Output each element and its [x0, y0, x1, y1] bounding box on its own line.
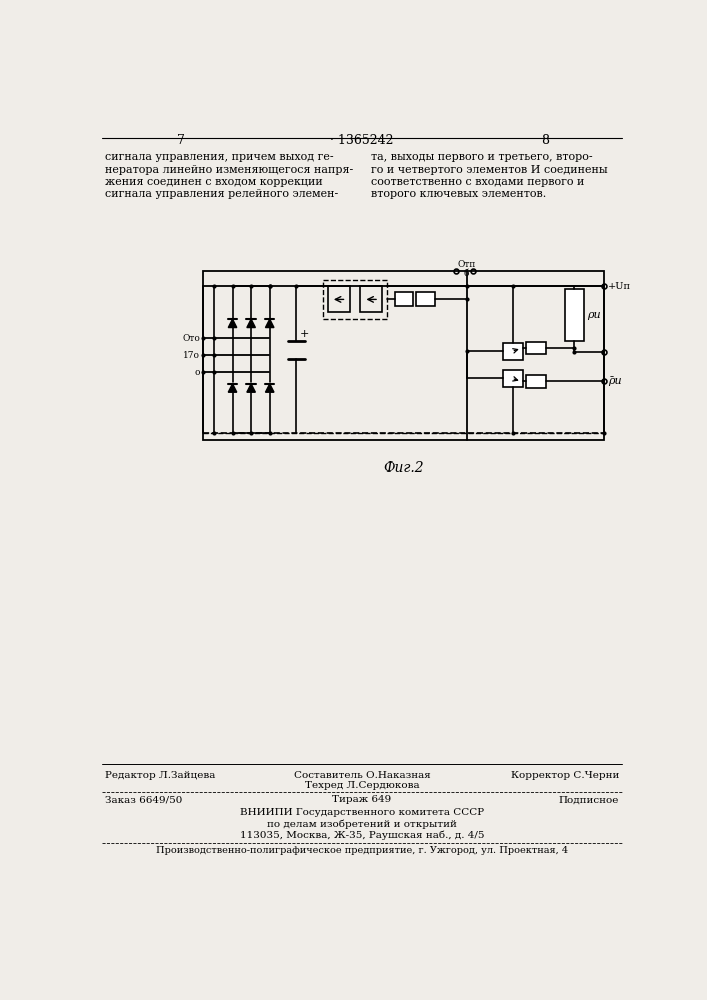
- Bar: [323, 280, 387, 319]
- Text: та, выходы первого и третьего, второ-: та, выходы первого и третьего, второ-: [371, 152, 593, 162]
- Text: второго ключевых элементов.: второго ключевых элементов.: [371, 189, 547, 199]
- Text: +Uп: +Uп: [607, 282, 631, 291]
- Text: ρ̄u: ρ̄u: [607, 376, 621, 386]
- Polygon shape: [265, 319, 274, 328]
- Bar: [361, 286, 382, 312]
- Text: о: о: [194, 368, 200, 377]
- Polygon shape: [247, 384, 255, 392]
- Bar: [416, 292, 435, 306]
- Text: Составитель О.Наказная: Составитель О.Наказная: [293, 771, 431, 780]
- Text: го и четвертого элементов И соединены: го и четвертого элементов И соединены: [371, 165, 608, 175]
- Text: ρu: ρu: [587, 310, 600, 320]
- Polygon shape: [228, 319, 237, 328]
- Text: сигнала управления релейного элемен-: сигнала управления релейного элемен-: [105, 189, 339, 199]
- Bar: [503, 343, 523, 360]
- Polygon shape: [247, 319, 255, 328]
- Text: ВНИИПИ Государственного комитета СССР: ВНИИПИ Государственного комитета СССР: [240, 808, 484, 817]
- Text: Техред Л.Сердюкова: Техред Л.Сердюкова: [305, 781, 419, 790]
- Text: Производственно-полиграфическое предприятие, г. Ужгород, ул. Проектная, 4: Производственно-полиграфическое предприя…: [156, 846, 568, 855]
- Text: 7: 7: [177, 134, 185, 147]
- Text: Корректор С.Черни: Корректор С.Черни: [511, 771, 619, 780]
- Text: Подписное: Подписное: [559, 795, 619, 804]
- Bar: [203, 271, 604, 440]
- Text: нератора линейно изменяющегося напря-: нератора линейно изменяющегося напря-: [105, 165, 354, 175]
- Text: · 1365242: · 1365242: [330, 134, 394, 147]
- Text: жения соединен с входом коррекции: жения соединен с входом коррекции: [105, 177, 323, 187]
- Text: Отп: Отп: [457, 260, 476, 269]
- Bar: [395, 292, 413, 306]
- Text: Заказ 6649/50: Заказ 6649/50: [105, 795, 183, 804]
- Text: Фиг.2: Фиг.2: [383, 461, 423, 475]
- Polygon shape: [228, 384, 237, 392]
- Bar: [503, 370, 523, 387]
- Text: по делам изобретений и открытий: по делам изобретений и открытий: [267, 819, 457, 829]
- Text: Редактор Л.Зайцева: Редактор Л.Зайцева: [105, 771, 216, 780]
- Text: Тираж 649: Тираж 649: [332, 795, 392, 804]
- Text: соответственно с входами первого и: соответственно с входами первого и: [371, 177, 585, 187]
- Text: б: б: [464, 269, 469, 278]
- Text: 8: 8: [542, 134, 549, 147]
- Bar: [526, 375, 547, 388]
- Text: +: +: [300, 329, 310, 339]
- Text: сигнала управления, причем выход ге-: сигнала управления, причем выход ге-: [105, 152, 334, 162]
- Bar: [328, 286, 349, 312]
- Text: 113035, Москва, Ж-35, Раушская наб., д. 4/5: 113035, Москва, Ж-35, Раушская наб., д. …: [240, 831, 484, 840]
- Text: 17о: 17о: [183, 351, 200, 360]
- Polygon shape: [265, 384, 274, 392]
- Bar: [526, 342, 547, 354]
- Bar: [565, 289, 583, 341]
- Text: Ото: Ото: [182, 334, 200, 343]
